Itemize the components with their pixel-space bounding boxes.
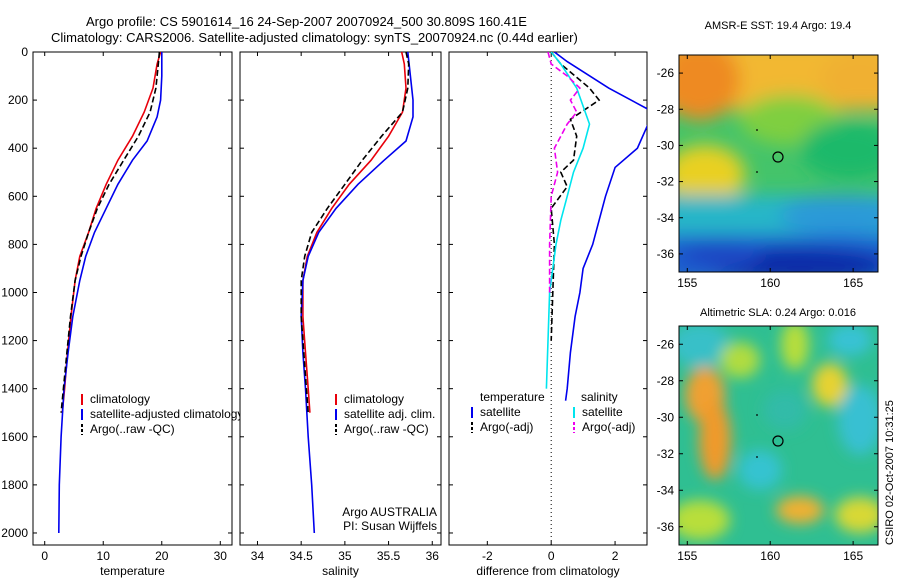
argo-annotation: PI: Susan Wijffels	[343, 519, 437, 533]
legend-entry: Argo(-adj)	[582, 420, 635, 434]
y-tick-label: 2000	[1, 526, 28, 540]
map-y-tick-label: -32	[657, 447, 675, 461]
temperature-panel: 0 10 20 30 0 200 400 600 800 1000 1200 1400 1600 1800…	[1, 45, 243, 578]
legend-heading: salinity	[581, 390, 618, 404]
y-tick-label: 400	[8, 141, 28, 155]
figure-title-line1: Argo profile: CS 5901614_16 24-Sep-2007 …	[86, 14, 527, 29]
map-x-tick-label: 165	[843, 549, 863, 563]
x-tick-label: 35	[338, 549, 352, 563]
argo-annotation: Argo AUSTRALIA	[342, 505, 437, 519]
sla-map-title: Altimetric SLA: 0.24 Argo: 0.016	[700, 307, 856, 319]
y-tick-label: 1200	[1, 334, 28, 348]
series-line-argo-raw-qc-	[60, 51, 161, 413]
legend-entry: satellite	[582, 405, 623, 419]
legend-entry: Argo(..raw -QC)	[344, 422, 429, 436]
legend-entry: satellite adj. clim.	[344, 407, 435, 421]
map-y-tick-label: -34	[657, 211, 675, 225]
x-tick-label: 34	[251, 549, 265, 563]
series-group	[300, 51, 414, 534]
csiro-timestamp: CSIRO 02-Oct-2007 10:31:25	[884, 400, 896, 545]
y-tick-label: 200	[8, 93, 28, 107]
x-tick-label: 20	[155, 549, 169, 563]
map-y-tick-label: -26	[657, 337, 675, 351]
figure-title-line2: Climatology: CARS2006. Satellite-adjuste…	[51, 30, 578, 45]
legend-entry: satellite-adjusted climatology	[90, 407, 243, 421]
legend-heading: temperature	[480, 390, 545, 404]
x-tick-label: -2	[482, 549, 493, 563]
map-x-tick-label: 155	[677, 276, 697, 290]
map-y-tick-label: -30	[657, 138, 675, 152]
x-tick-label: 2	[612, 549, 619, 563]
series-line-climatology	[302, 51, 407, 413]
argo-position-marker	[772, 435, 784, 447]
sla-map: Altimetric SLA: 0.24 Argo: 0.016	[657, 307, 879, 563]
map-x-tick-label: 160	[760, 276, 780, 290]
map-x-tick-label: 155	[677, 549, 697, 563]
legend-entry: Argo(..raw -QC)	[90, 422, 175, 436]
sla-field	[679, 326, 878, 545]
sst-map: AMSR-E SST: 19.4 Argo: 19.4 155 160 165 -26…	[657, 20, 879, 290]
argo-position-marker	[772, 151, 784, 163]
series-group	[545, 52, 647, 401]
map-y-tick-label: -34	[657, 483, 675, 497]
series-line-argo-raw-qc-	[300, 51, 410, 413]
y-tick-label: 1600	[1, 430, 28, 444]
map-y-tick-label: -26	[657, 66, 675, 80]
series-line-temperature-argo-adj-	[550, 52, 601, 341]
map-x-tick-label: 165	[843, 276, 863, 290]
plot-frame	[32, 51, 233, 546]
salinity-panel: 34 34.5 35 35.5 36 salinity climatologysatelli…	[239, 51, 442, 578]
map-y-tick-label: -28	[657, 374, 675, 388]
x-tick-label: 34.5	[289, 549, 313, 563]
x-axis-label: temperature	[100, 564, 165, 578]
x-tick-label: 30	[214, 549, 228, 563]
x-tick-label: 0	[548, 549, 555, 563]
x-tick-label: 36	[426, 549, 440, 563]
y-tick-label: 1800	[1, 478, 28, 492]
series-group	[58, 51, 163, 534]
legend-entry: climatology	[90, 392, 150, 406]
y-tick-label: 1400	[1, 382, 28, 396]
y-tick-label: 1000	[1, 285, 28, 299]
legend-entry: climatology	[344, 392, 404, 406]
map-y-tick-label: -28	[657, 102, 675, 116]
map-x-tick-label: 160	[760, 549, 780, 563]
x-tick-label: 35.5	[377, 549, 401, 563]
series-line-temperature-satellite	[553, 52, 647, 401]
series-line-salinity-argo-adj-	[547, 52, 581, 293]
map-y-tick-label: -36	[657, 247, 675, 261]
plot-frame	[448, 51, 648, 546]
legend-entry: Argo(-adj)	[480, 420, 533, 434]
map-y-tick-label: -32	[657, 175, 675, 189]
series-line-satellite-adjusted-climatology	[58, 52, 163, 534]
series-line-satellite-adj-clim-	[300, 51, 414, 534]
y-tick-label: 800	[8, 237, 28, 251]
legend-entry: satellite	[480, 405, 521, 419]
sst-map-title: AMSR-E SST: 19.4 Argo: 19.4	[705, 20, 852, 32]
x-tick-label: 0	[41, 549, 48, 563]
x-tick-label: 10	[97, 549, 111, 563]
y-tick-label: 600	[8, 189, 28, 203]
map-y-tick-label: -30	[657, 410, 675, 424]
x-axis-label: salinity	[322, 564, 359, 578]
y-tick-label: 0	[21, 45, 28, 59]
x-axis-label: difference from climatology	[476, 564, 619, 578]
map-y-tick-label: -36	[657, 520, 675, 534]
sst-field	[679, 55, 878, 272]
